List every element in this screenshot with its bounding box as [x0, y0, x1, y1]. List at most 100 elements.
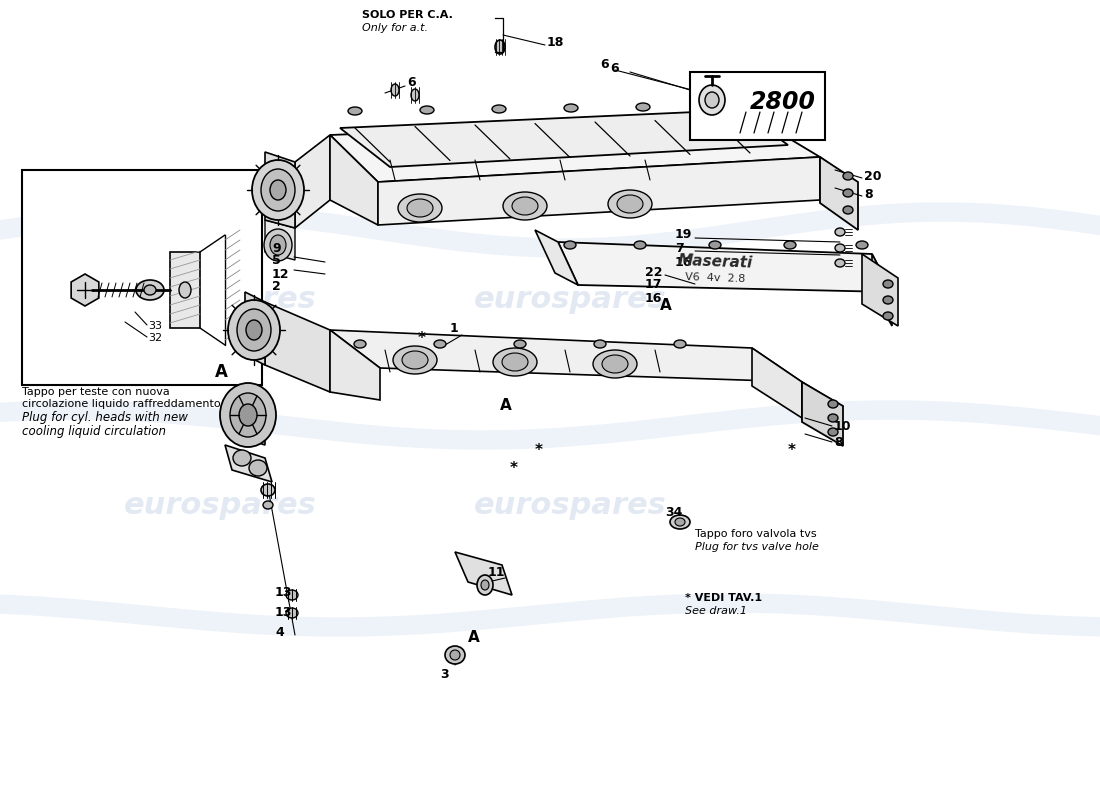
Text: 7: 7 — [675, 242, 684, 254]
Text: 8: 8 — [864, 187, 872, 201]
Ellipse shape — [883, 312, 893, 320]
Polygon shape — [802, 382, 840, 442]
Ellipse shape — [502, 353, 528, 371]
Ellipse shape — [233, 450, 251, 466]
Ellipse shape — [883, 280, 893, 288]
Ellipse shape — [492, 105, 506, 113]
Text: * VEDI TAV.1: * VEDI TAV.1 — [685, 593, 762, 603]
Ellipse shape — [843, 189, 852, 197]
Ellipse shape — [411, 89, 419, 101]
Text: A: A — [500, 398, 512, 413]
Polygon shape — [752, 348, 802, 418]
Text: 4: 4 — [275, 626, 284, 638]
Polygon shape — [802, 382, 843, 446]
Ellipse shape — [249, 460, 267, 476]
Text: 17: 17 — [645, 278, 662, 291]
Text: 22: 22 — [645, 266, 662, 278]
Polygon shape — [265, 152, 295, 228]
Text: 5: 5 — [272, 254, 280, 267]
Text: Plug for cyl. heads with new: Plug for cyl. heads with new — [22, 411, 188, 425]
Text: *: * — [418, 330, 426, 346]
Polygon shape — [245, 292, 265, 365]
Text: Tappo per teste con nuova: Tappo per teste con nuova — [22, 387, 169, 397]
Text: 6: 6 — [407, 75, 416, 89]
Text: 34: 34 — [666, 506, 682, 518]
Text: 2: 2 — [272, 281, 280, 294]
Ellipse shape — [843, 172, 852, 180]
Polygon shape — [330, 330, 802, 382]
Text: 20: 20 — [864, 170, 881, 182]
Text: 3: 3 — [440, 669, 449, 682]
Text: 6: 6 — [600, 58, 608, 71]
Text: *: * — [510, 461, 518, 475]
Polygon shape — [235, 382, 265, 445]
Ellipse shape — [503, 192, 547, 220]
Polygon shape — [872, 254, 892, 326]
Ellipse shape — [348, 107, 362, 115]
Ellipse shape — [708, 102, 722, 110]
Ellipse shape — [246, 320, 262, 340]
Ellipse shape — [608, 190, 652, 218]
Polygon shape — [340, 110, 788, 167]
Ellipse shape — [477, 575, 493, 595]
Ellipse shape — [835, 228, 845, 236]
Text: 2800: 2800 — [750, 90, 816, 114]
Bar — [690, 72, 825, 140]
Text: 6: 6 — [610, 62, 618, 74]
Ellipse shape — [634, 241, 646, 249]
Ellipse shape — [617, 195, 643, 213]
Text: 18: 18 — [547, 35, 564, 49]
Ellipse shape — [390, 84, 399, 96]
Ellipse shape — [828, 400, 838, 408]
Text: See draw.1: See draw.1 — [685, 606, 747, 616]
Ellipse shape — [564, 241, 576, 249]
Text: *: * — [778, 113, 786, 131]
Text: A: A — [214, 363, 228, 381]
Text: 9: 9 — [272, 242, 280, 254]
Text: 13: 13 — [275, 606, 293, 618]
Ellipse shape — [512, 197, 538, 215]
Text: 11: 11 — [488, 566, 506, 578]
Polygon shape — [558, 242, 892, 292]
Text: Only for a.t.: Only for a.t. — [362, 23, 428, 33]
Ellipse shape — [236, 309, 271, 351]
Bar — [22, 170, 262, 385]
Ellipse shape — [784, 241, 796, 249]
Ellipse shape — [446, 646, 465, 664]
Polygon shape — [330, 330, 380, 400]
Ellipse shape — [264, 229, 292, 261]
Ellipse shape — [828, 428, 838, 436]
Text: cooling liquid circulation: cooling liquid circulation — [22, 426, 166, 438]
Ellipse shape — [420, 106, 434, 114]
Text: eurospares: eurospares — [474, 286, 667, 314]
Polygon shape — [378, 157, 820, 225]
Text: 19: 19 — [675, 229, 692, 242]
Ellipse shape — [261, 484, 275, 496]
Text: Maserati: Maserati — [678, 253, 752, 271]
Ellipse shape — [710, 241, 720, 249]
Ellipse shape — [228, 300, 280, 360]
Ellipse shape — [675, 518, 685, 526]
Text: *: * — [535, 442, 543, 458]
Text: 13: 13 — [275, 586, 293, 598]
Text: 1: 1 — [450, 322, 459, 334]
Polygon shape — [265, 302, 330, 392]
Ellipse shape — [698, 85, 725, 115]
Text: eurospares: eurospares — [474, 490, 667, 519]
Text: Tappo foro valvola tvs: Tappo foro valvola tvs — [695, 529, 816, 539]
Text: A: A — [660, 298, 672, 313]
Ellipse shape — [843, 206, 852, 214]
Ellipse shape — [883, 296, 893, 304]
Text: 16: 16 — [675, 255, 692, 269]
Ellipse shape — [594, 340, 606, 348]
Text: eurospares: eurospares — [123, 286, 317, 314]
Ellipse shape — [239, 404, 257, 426]
Text: 10: 10 — [834, 419, 851, 433]
Text: circolazione liquido raffreddamento: circolazione liquido raffreddamento — [22, 399, 221, 409]
Ellipse shape — [493, 348, 537, 376]
Text: SOLO PER C.A.: SOLO PER C.A. — [362, 10, 453, 20]
Ellipse shape — [179, 282, 191, 298]
Ellipse shape — [602, 355, 628, 373]
Text: 33: 33 — [148, 321, 162, 331]
Ellipse shape — [398, 194, 442, 222]
